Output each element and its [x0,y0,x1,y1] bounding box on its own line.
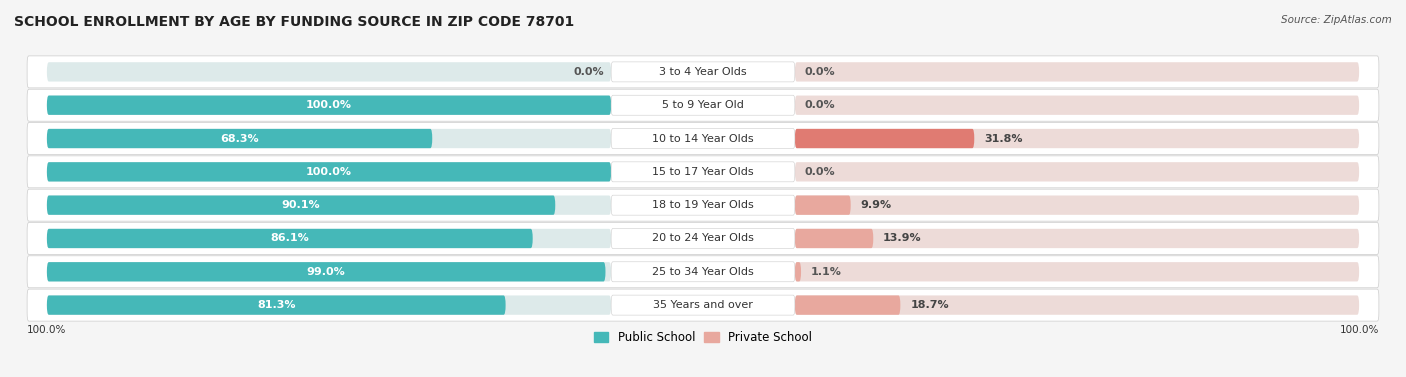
FancyBboxPatch shape [46,162,612,181]
Text: 0.0%: 0.0% [804,67,835,77]
FancyBboxPatch shape [612,95,794,115]
FancyBboxPatch shape [794,296,1360,315]
Text: 31.8%: 31.8% [984,133,1022,144]
FancyBboxPatch shape [46,129,432,148]
FancyBboxPatch shape [46,229,612,248]
Text: 3 to 4 Year Olds: 3 to 4 Year Olds [659,67,747,77]
Text: 0.0%: 0.0% [804,167,835,177]
FancyBboxPatch shape [612,129,794,149]
FancyBboxPatch shape [794,129,1360,148]
FancyBboxPatch shape [46,95,612,115]
FancyBboxPatch shape [27,256,1379,288]
Text: 0.0%: 0.0% [574,67,605,77]
FancyBboxPatch shape [612,295,794,315]
Text: 81.3%: 81.3% [257,300,295,310]
Text: 99.0%: 99.0% [307,267,346,277]
FancyBboxPatch shape [46,229,533,248]
Text: 13.9%: 13.9% [883,233,922,244]
FancyBboxPatch shape [794,296,900,315]
FancyBboxPatch shape [794,262,801,282]
FancyBboxPatch shape [46,262,606,282]
FancyBboxPatch shape [612,195,794,215]
Text: 10 to 14 Year Olds: 10 to 14 Year Olds [652,133,754,144]
Text: 35 Years and over: 35 Years and over [652,300,754,310]
FancyBboxPatch shape [794,62,1360,81]
FancyBboxPatch shape [612,228,794,248]
Text: 15 to 17 Year Olds: 15 to 17 Year Olds [652,167,754,177]
Text: Source: ZipAtlas.com: Source: ZipAtlas.com [1281,15,1392,25]
Text: 18 to 19 Year Olds: 18 to 19 Year Olds [652,200,754,210]
FancyBboxPatch shape [794,95,1360,115]
Text: 100.0%: 100.0% [1340,325,1379,335]
FancyBboxPatch shape [27,89,1379,121]
Text: 25 to 34 Year Olds: 25 to 34 Year Olds [652,267,754,277]
FancyBboxPatch shape [794,129,974,148]
FancyBboxPatch shape [27,156,1379,188]
FancyBboxPatch shape [27,222,1379,254]
Text: 0.0%: 0.0% [804,100,835,110]
FancyBboxPatch shape [46,296,612,315]
FancyBboxPatch shape [27,189,1379,221]
FancyBboxPatch shape [46,296,506,315]
Text: 18.7%: 18.7% [910,300,949,310]
FancyBboxPatch shape [794,162,1360,181]
Text: 5 to 9 Year Old: 5 to 9 Year Old [662,100,744,110]
FancyBboxPatch shape [612,62,794,82]
Text: 100.0%: 100.0% [307,100,352,110]
Text: 90.1%: 90.1% [281,200,321,210]
Legend: Public School, Private School: Public School, Private School [589,326,817,349]
Text: 9.9%: 9.9% [860,200,891,210]
FancyBboxPatch shape [794,229,873,248]
FancyBboxPatch shape [46,262,612,282]
Text: 1.1%: 1.1% [811,267,842,277]
Text: 68.3%: 68.3% [221,133,259,144]
FancyBboxPatch shape [612,162,794,182]
FancyBboxPatch shape [46,129,612,148]
FancyBboxPatch shape [46,62,612,81]
FancyBboxPatch shape [46,196,612,215]
Text: SCHOOL ENROLLMENT BY AGE BY FUNDING SOURCE IN ZIP CODE 78701: SCHOOL ENROLLMENT BY AGE BY FUNDING SOUR… [14,15,574,29]
FancyBboxPatch shape [794,196,851,215]
Text: 20 to 24 Year Olds: 20 to 24 Year Olds [652,233,754,244]
FancyBboxPatch shape [46,95,612,115]
Text: 100.0%: 100.0% [307,167,352,177]
FancyBboxPatch shape [794,196,1360,215]
FancyBboxPatch shape [794,229,1360,248]
FancyBboxPatch shape [27,56,1379,88]
Text: 86.1%: 86.1% [270,233,309,244]
FancyBboxPatch shape [612,262,794,282]
Text: 100.0%: 100.0% [27,325,66,335]
FancyBboxPatch shape [27,289,1379,321]
FancyBboxPatch shape [46,196,555,215]
FancyBboxPatch shape [27,123,1379,155]
FancyBboxPatch shape [794,262,1360,282]
FancyBboxPatch shape [46,162,612,181]
